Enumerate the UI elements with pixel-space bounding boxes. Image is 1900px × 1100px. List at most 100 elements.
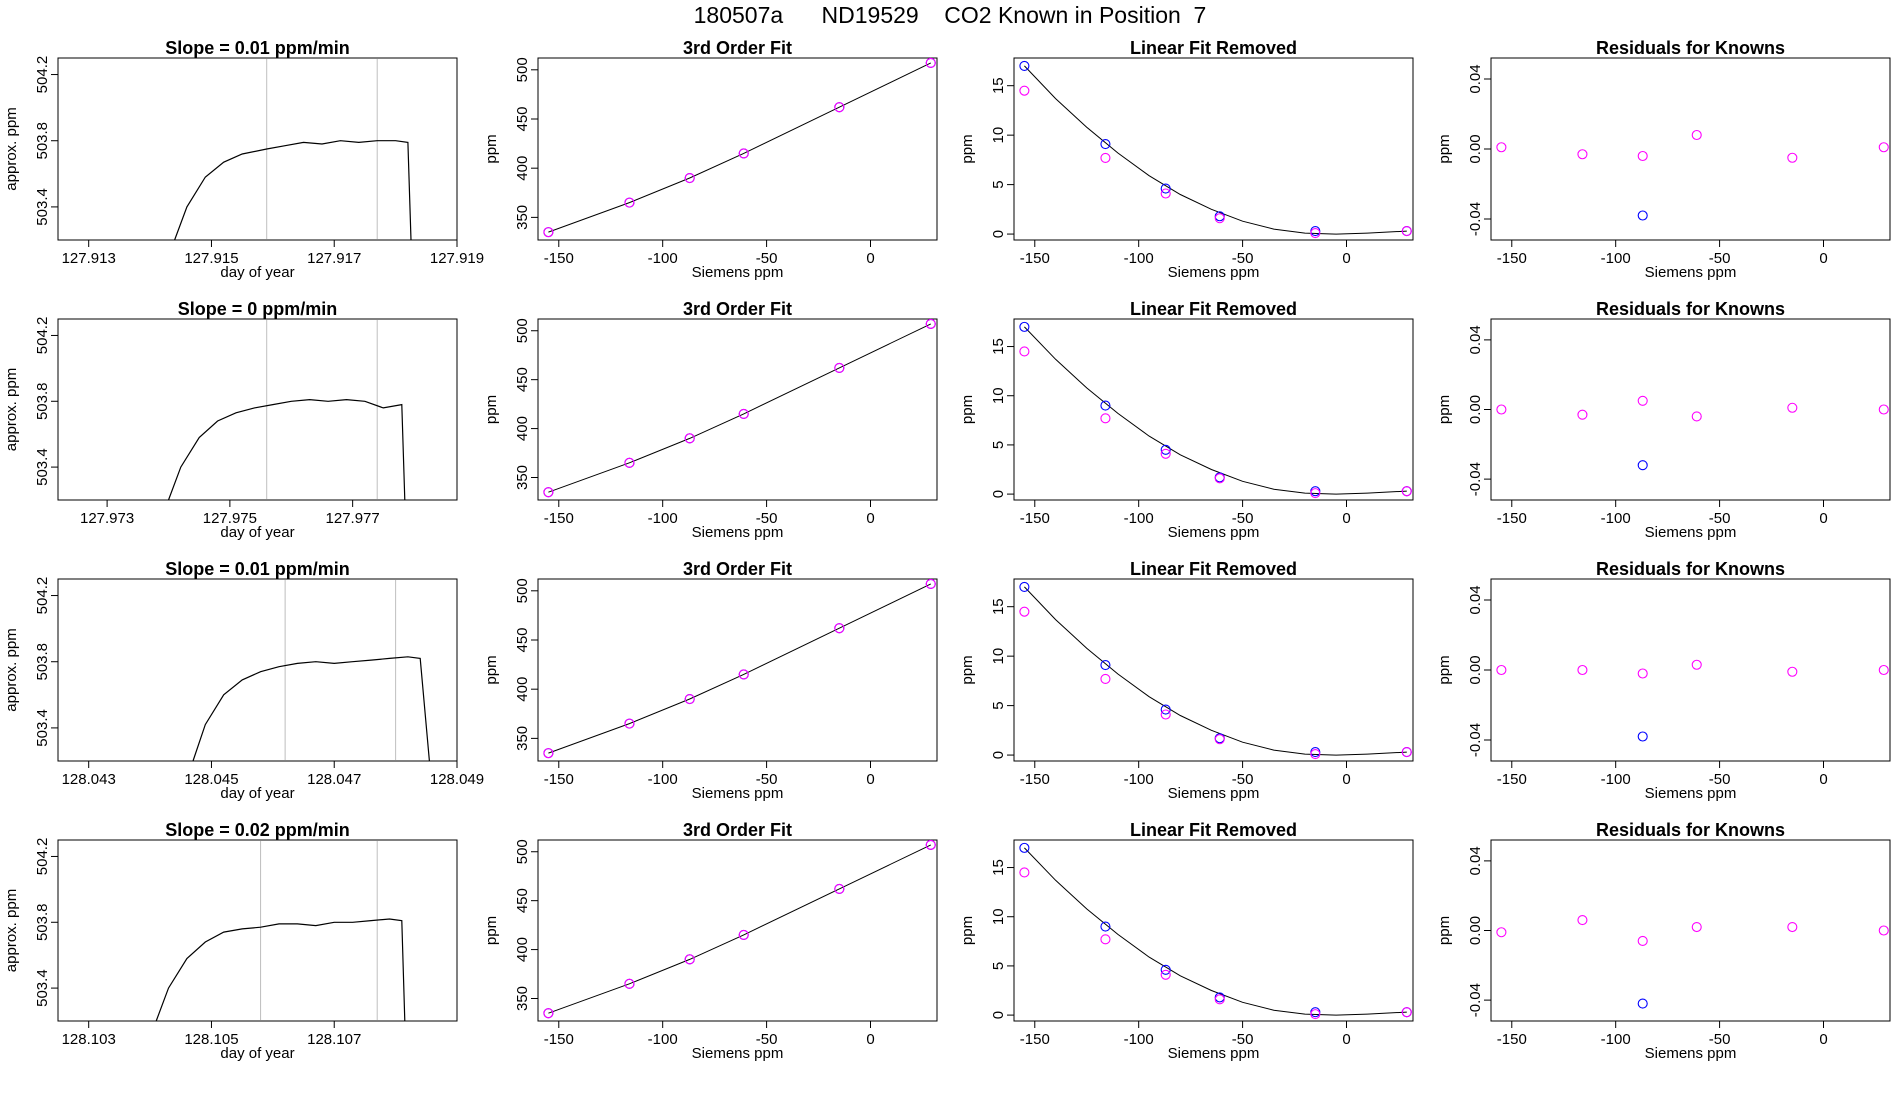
x-tick-label: 0 [866,250,874,267]
panel-title: Residuals for Knowns [1596,820,1785,840]
y-tick-label: 0.04 [1467,585,1484,614]
panel-title: Slope = 0.01 ppm/min [165,38,350,58]
panel-title: Slope = 0.01 ppm/min [165,559,350,579]
x-axis-label: Siemens ppm [1645,264,1737,281]
y-axis-label: ppm [959,916,976,945]
known-point [1637,668,1648,679]
known-point [738,148,749,159]
x-axis-label: Siemens ppm [692,524,784,541]
x-tick-label: -50 [756,510,778,527]
known-point [1691,411,1702,422]
x-tick-label: 128.047 [307,771,361,788]
measured-point [1100,660,1111,671]
y-tick-label: 450 [514,367,531,392]
y-tick-label: 504.2 [34,838,51,876]
known-point [1100,673,1111,684]
x-tick-label: 0 [866,510,874,527]
fit-curve [548,844,932,1014]
y-tick-label: 15 [990,598,1007,615]
panel-title: Residuals for Knowns [1596,299,1785,319]
plot-frame [1013,578,1414,762]
x-tick-label: -100 [1601,510,1631,527]
x-tick-label: 0 [1342,510,1350,527]
known-point [1577,149,1588,160]
trace-line [192,656,430,762]
plot-frame [537,57,938,241]
panel-title: Linear Fit Removed [1130,559,1297,579]
plot-frame [537,578,938,762]
known-point [1019,85,1030,96]
x-tick-label: 128.043 [62,771,116,788]
y-tick-label: 503.4 [34,709,51,747]
known-point [738,929,749,940]
panel-title: 3rd Order Fit [683,38,792,58]
panel-title: Linear Fit Removed [1130,820,1297,840]
y-tick-label: 15 [990,338,1007,355]
y-tick-label: 503.8 [34,903,51,941]
x-tick-label: 128.103 [62,1031,116,1048]
known-point [543,1008,554,1019]
x-tick-label: 127.915 [184,250,238,267]
x-tick-label: -50 [1709,510,1731,527]
fit-curve [548,62,932,233]
known-point [684,954,695,965]
measured-point [1637,460,1648,471]
known-point [738,408,749,419]
measured-point [1160,964,1171,975]
y-tick-label: 15 [990,77,1007,94]
known-point [1310,228,1321,239]
known-point [834,623,845,634]
x-tick-label: -100 [1124,1031,1154,1048]
measured-point [1019,581,1030,592]
measured-point [1019,842,1030,853]
known-point [684,433,695,444]
y-tick-label: 10 [990,387,1007,404]
panel-3: Linear Fit Removed -150 -100 -50 0 0 5 10 15 Siem… [959,38,1414,281]
panel-title: Slope = 0 ppm/min [178,299,338,319]
known-point [543,487,554,498]
known-point [624,978,635,989]
panel-title: Residuals for Knowns [1596,559,1785,579]
y-tick-label: 10 [990,127,1007,144]
x-tick-label: 0 [1819,250,1827,267]
x-tick-label: -50 [756,250,778,267]
fit-curve [1024,586,1407,756]
known-point [543,748,554,759]
known-point [738,669,749,680]
y-tick-label: 5 [990,180,1007,188]
known-point [834,362,845,373]
y-tick-label: 500 [514,57,531,82]
y-tick-label: 0.00 [1467,916,1484,945]
x-tick-label: 127.973 [80,510,134,527]
known-point [1310,749,1321,760]
x-tick-label: -150 [1497,250,1527,267]
known-point [1160,188,1171,199]
known-point [624,718,635,729]
panel-16: Residuals for Knowns -150 -100 -50 0 -0.04 0.0… [1436,820,1891,1062]
y-tick-label: -0.04 [1467,462,1484,496]
x-axis-label: day of year [220,524,294,541]
x-tick-label: 0 [1342,1031,1350,1048]
known-point [1691,921,1702,933]
known-point [834,102,845,113]
plot-frame [57,578,458,762]
known-point [1100,152,1111,163]
y-tick-label: 0.04 [1467,846,1484,875]
panel-title: Slope = 0.02 ppm/min [165,820,350,840]
y-axis-label: ppm [1436,655,1453,684]
x-tick-label: -100 [1601,250,1631,267]
y-tick-label: 0.00 [1467,655,1484,684]
known-point [1100,413,1111,424]
known-point [925,578,936,589]
y-axis-label: approx. ppm [3,628,20,711]
x-tick-label: 0 [866,1031,874,1048]
x-tick-label: -100 [1124,510,1154,527]
y-tick-label: 10 [990,648,1007,665]
known-point [1401,226,1412,237]
panel-4: Residuals for Knowns -150 -100 -50 0 -0.04 0.0… [1436,38,1891,281]
measured-point [1160,444,1171,455]
known-point [925,57,936,68]
known-point [1496,664,1507,676]
known-point [1637,150,1648,162]
measured-point [1019,60,1030,71]
